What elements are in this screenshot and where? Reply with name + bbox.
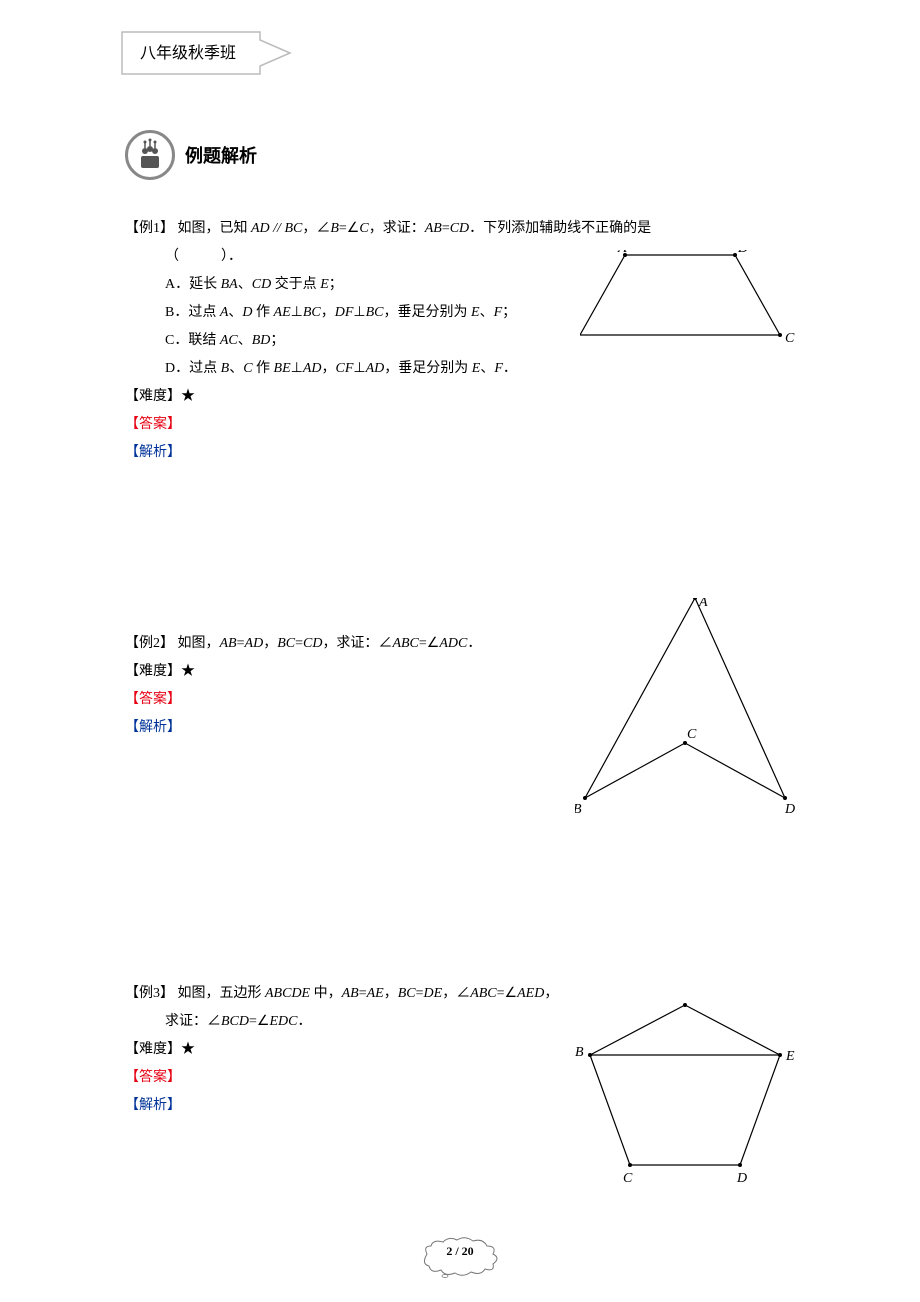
- problem-tag: 【例2】: [125, 636, 174, 651]
- svg-text:A: A: [617, 250, 627, 256]
- svg-text:D: D: [784, 802, 795, 817]
- problem-1-stem: 【例1】 如图，已知 AD // BC，∠B=∠C，求证：AB=CD．下列添加辅…: [125, 215, 805, 243]
- svg-text:B: B: [575, 802, 582, 817]
- section-header: 例题解析: [125, 130, 257, 180]
- figure-pentagon: A B E C D: [575, 1000, 800, 1190]
- problem-tag: 【例3】: [125, 986, 174, 1001]
- svg-text:D: D: [737, 250, 748, 256]
- svg-text:A: A: [698, 598, 708, 610]
- grade-label: 八年级秋季班: [140, 44, 236, 62]
- analysis-row: 【解析】: [125, 439, 805, 467]
- svg-text:C: C: [785, 331, 795, 346]
- svg-text:E: E: [785, 1049, 795, 1064]
- svg-text:C: C: [687, 727, 697, 742]
- problem-tag: 【例1】: [125, 221, 174, 236]
- option-d: D．过点 B、C 作 BE⊥AD，CF⊥AD，垂足分别为 E、F．: [125, 355, 805, 383]
- grade-banner: 八年级秋季班: [120, 30, 310, 81]
- page-number: 2 / 20: [415, 1244, 505, 1259]
- page-footer: 2 / 20: [415, 1236, 505, 1272]
- svg-text:B: B: [575, 1045, 584, 1060]
- svg-text:C: C: [623, 1171, 633, 1185]
- section-title: 例题解析: [185, 142, 257, 168]
- figure-trapezoid: A D B C: [580, 250, 795, 355]
- svg-text:D: D: [736, 1171, 747, 1185]
- page-cloud-icon: 2 / 20: [415, 1236, 505, 1272]
- answer-row: 【答案】: [125, 411, 805, 439]
- difficulty-row: 【难度】★: [125, 383, 805, 411]
- figure-kite: A B C D: [575, 598, 805, 823]
- section-icon: [125, 130, 175, 180]
- svg-text:A: A: [680, 1000, 690, 1004]
